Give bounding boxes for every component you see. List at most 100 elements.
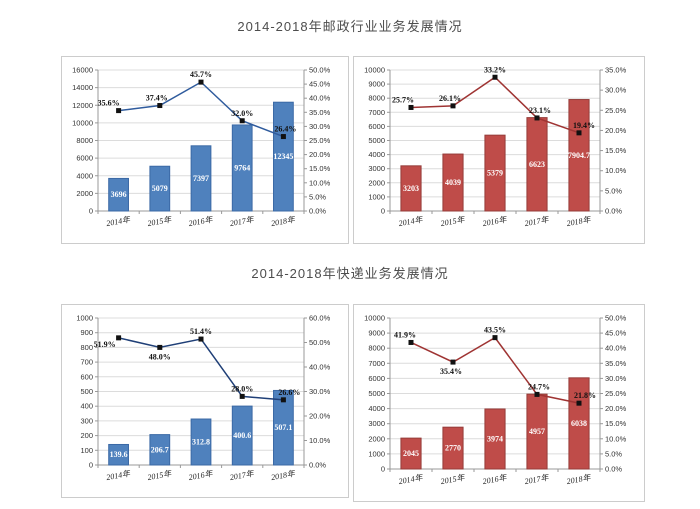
left-axis-tick-label: 0 [89, 461, 93, 470]
growth-rate-label: 23.1% [529, 106, 551, 115]
category-label: 2015年 [147, 215, 173, 228]
postal-revenue-chart: 0 1000 2000 3000 4000 5000 6000 7000 8000 9000 100… [364, 65, 627, 228]
line-marker [280, 397, 286, 403]
bar [190, 418, 212, 466]
right-axis-tick-label: 15.0% [605, 146, 627, 155]
right-axis-tick-label: 0.0% [309, 207, 326, 216]
left-axis-tick-label: 0 [381, 207, 385, 216]
line-marker [450, 359, 456, 365]
right-axis-tick-label: 25.0% [309, 136, 331, 145]
left-axis-tick-label: 0 [89, 207, 93, 216]
left-axis-tick-label: 7000 [368, 359, 385, 368]
line-marker [408, 339, 414, 345]
growth-rate-label: 35.4% [440, 367, 462, 376]
right-axis-tick-label: 30.0% [605, 374, 627, 383]
category-label: 2014年 [106, 215, 132, 228]
left-axis-tick-label: 100 [80, 446, 93, 455]
bar-value-label: 7397 [193, 174, 209, 183]
express-revenue-chart: 0 1000 2000 3000 4000 5000 6000 7000 8000 9000 100… [364, 314, 627, 487]
bar-value-label: 6038 [571, 419, 587, 428]
right-axis-tick-label: 40.0% [605, 344, 627, 353]
category-label: 2015年 [440, 473, 466, 486]
left-axis-tick-label: 700 [80, 358, 93, 367]
left-axis-tick-label: 4000 [368, 150, 385, 159]
left-axis-tick-label: 900 [80, 328, 93, 337]
bar-value-label: 12345 [273, 152, 293, 161]
line-marker [492, 74, 498, 80]
left-axis-tick-label: 10000 [364, 314, 385, 323]
bar-value-label: 400.6 [233, 431, 251, 440]
left-axis-tick-label: 600 [80, 372, 93, 381]
left-axis-tick-label: 6000 [76, 154, 93, 163]
growth-rate-label: 21.8% [574, 391, 596, 400]
growth-rate-line [118, 81, 284, 138]
right-axis-tick-label: 20.0% [605, 404, 627, 413]
line-marker [239, 118, 245, 124]
left-axis-tick-label: 6000 [368, 122, 385, 131]
line-marker [198, 79, 204, 85]
right-axis-tick-label: 50.0% [605, 314, 627, 323]
right-axis-tick-label: 0.0% [605, 207, 622, 216]
express-volume-chart: 0 100 200 300 400 500 600 700 800 900 1000 0.0% 10.0… [76, 314, 331, 483]
category-label: 2017年 [229, 469, 255, 482]
right-axis-tick-label: 35.0% [605, 359, 627, 368]
bar [231, 124, 253, 212]
growth-rate-label: 45.7% [190, 70, 212, 79]
bar-value-label: 3203 [403, 184, 419, 193]
postal-section-title: 2014-2018年邮政行业业务发展情况 [237, 19, 463, 34]
category-label: 2018年 [270, 215, 296, 228]
bar-value-label: 5079 [152, 184, 168, 193]
right-axis-tick-label: 50.0% [309, 66, 331, 75]
right-axis-tick-label: 60.0% [309, 314, 331, 323]
bar [568, 99, 590, 212]
postal-volume-chart-panel: 0 2000 4000 6000 8000 10000 12000 14000 16000 0.0… [61, 56, 349, 244]
category-label: 2018年 [566, 473, 592, 486]
right-axis-tick-label: 0.0% [309, 461, 326, 470]
left-axis-tick-label: 9000 [368, 80, 385, 89]
bar-value-label: 507.1 [274, 423, 292, 432]
category-label: 2014年 [106, 469, 132, 482]
right-axis-tick-label: 30.0% [309, 122, 331, 131]
bar-value-label: 9764 [234, 163, 250, 172]
bar-value-label: 2045 [403, 449, 419, 458]
growth-rate-label: 41.9% [394, 330, 416, 339]
left-axis-tick-label: 1000 [368, 192, 385, 201]
express-revenue-chart-panel: 0 1000 2000 3000 4000 5000 6000 7000 8000 9000 100… [353, 304, 645, 502]
bar [568, 377, 590, 470]
growth-rate-label: 25.7% [392, 95, 414, 104]
bar-value-label: 5379 [487, 169, 503, 178]
express-section-title: 2014-2018年快递业务发展情况 [251, 266, 449, 281]
left-axis-tick-label: 10000 [72, 118, 93, 127]
category-label: 2014年 [398, 473, 424, 486]
growth-rate-label: 26.6% [278, 388, 300, 397]
category-label: 2017年 [524, 215, 550, 228]
line-marker [157, 103, 163, 109]
right-axis-tick-label: 15.0% [605, 419, 627, 428]
bar [484, 408, 506, 470]
right-axis-tick-label: 10.0% [605, 166, 627, 175]
left-axis-tick-label: 4000 [368, 404, 385, 413]
right-axis-tick-label: 30.0% [605, 86, 627, 95]
left-axis-tick-label: 12000 [72, 101, 93, 110]
bar [190, 145, 212, 212]
growth-rate-label: 19.4% [573, 121, 595, 130]
left-axis-tick-label: 2000 [76, 189, 93, 198]
line-marker [576, 400, 582, 406]
right-axis-tick-label: 40.0% [309, 94, 331, 103]
left-axis-tick-label: 2000 [368, 434, 385, 443]
right-axis-tick-label: 20.0% [309, 150, 331, 159]
bar-value-label: 312.8 [192, 438, 210, 447]
left-axis-tick-label: 6000 [368, 374, 385, 383]
bar [273, 389, 294, 466]
growth-rate-label: 51.4% [190, 327, 212, 336]
bar-value-label: 7904.7 [568, 151, 590, 160]
category-label: 2016年 [188, 469, 214, 482]
line-marker [198, 336, 204, 342]
growth-rate-label: 26.4% [274, 125, 296, 134]
right-axis-tick-label: 25.0% [605, 106, 627, 115]
left-axis-tick-label: 8000 [368, 94, 385, 103]
bar [149, 434, 171, 466]
left-axis-tick-label: 14000 [72, 83, 93, 92]
bar [484, 134, 506, 212]
line-marker [280, 134, 286, 140]
